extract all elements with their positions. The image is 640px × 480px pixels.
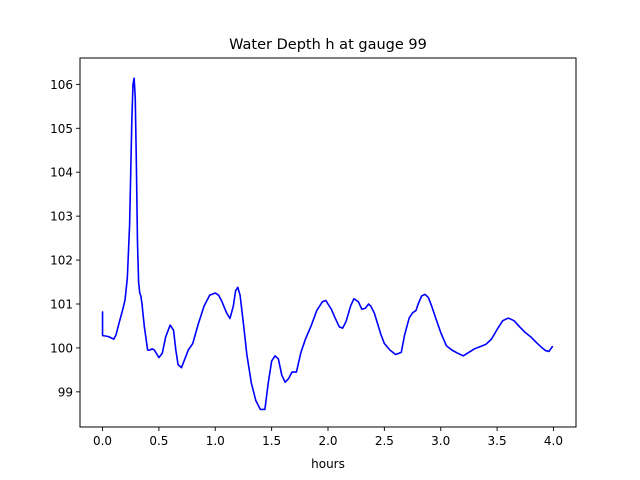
y-tick-label: 99: [58, 385, 73, 399]
x-axis-label: hours: [311, 457, 345, 471]
y-tick-label: 101: [50, 298, 73, 312]
x-tick-label: 3.5: [488, 434, 507, 448]
y-axis-ticks: 99 100 101 102 103 104 105 106: [50, 78, 80, 399]
plot-area: [101, 77, 554, 411]
series-line-0: [101, 77, 554, 411]
chart-title: Water Depth h at gauge 99: [229, 37, 427, 53]
y-tick-label: 102: [50, 254, 73, 268]
x-tick-label: 1.0: [206, 434, 225, 448]
y-tick-label: 105: [50, 122, 73, 136]
y-tick-label: 104: [50, 166, 73, 180]
y-tick-label: 106: [50, 78, 73, 92]
y-tick-label: 103: [50, 210, 73, 224]
x-tick-label: 4.0: [544, 434, 563, 448]
x-tick-label: 2.5: [375, 434, 394, 448]
x-axis-ticks: 0.0 0.5 1.0 1.5 2.0 2.5 3.0 3.5 4.0: [93, 427, 563, 448]
y-tick-label: 100: [50, 341, 73, 355]
x-tick-label: 0.5: [149, 434, 168, 448]
x-tick-label: 3.0: [431, 434, 450, 448]
x-tick-label: 0.0: [93, 434, 112, 448]
axes-frame: [79, 57, 577, 428]
x-tick-label: 2.0: [318, 434, 337, 448]
x-tick-label: 1.5: [262, 434, 281, 448]
